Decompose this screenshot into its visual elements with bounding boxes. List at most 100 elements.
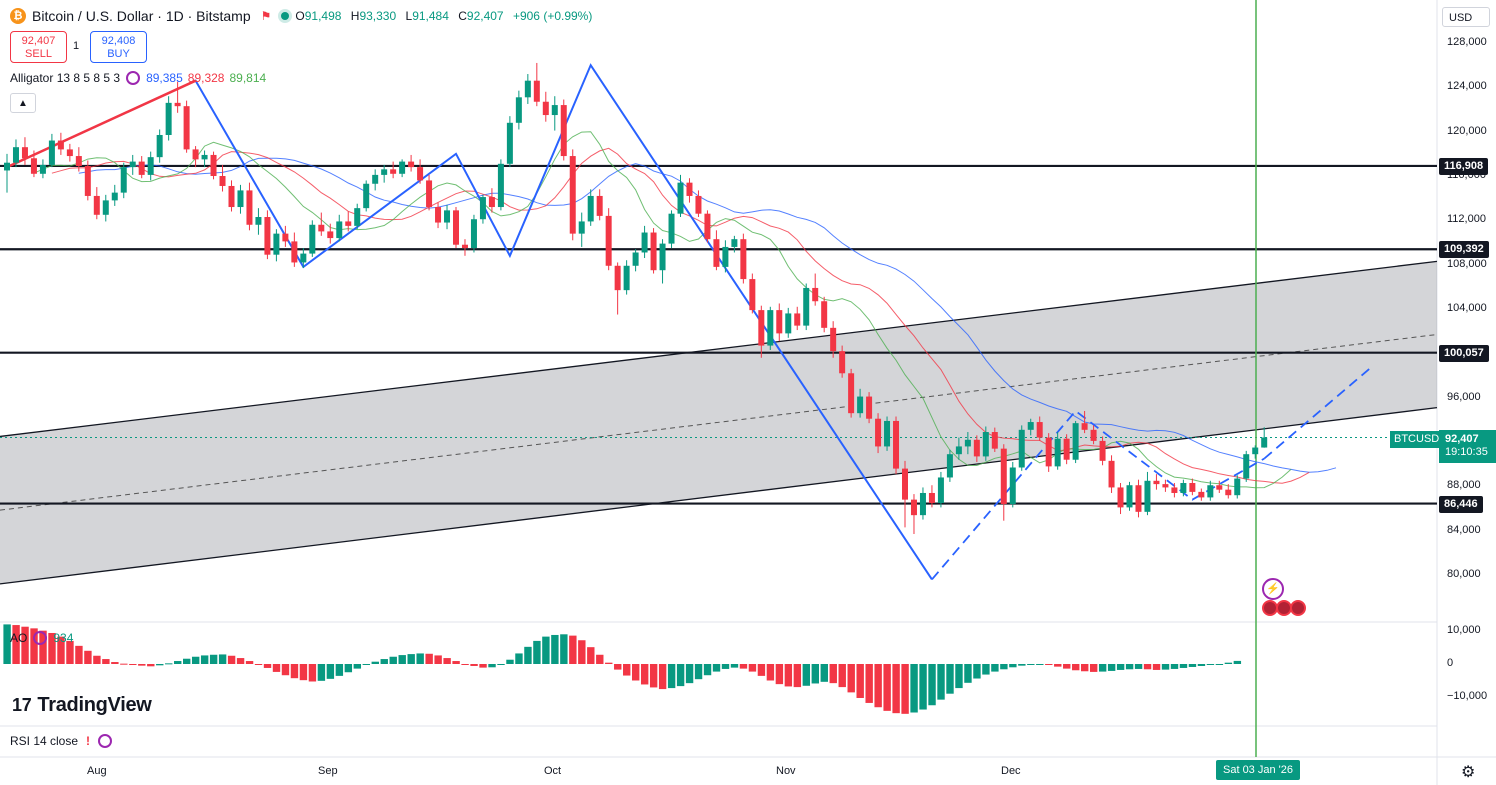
candle-body bbox=[668, 213, 675, 244]
candle-body bbox=[201, 154, 208, 160]
time-label: Sep bbox=[318, 765, 338, 777]
candle-body bbox=[677, 182, 684, 214]
ao-bar bbox=[371, 661, 379, 664]
candle-body bbox=[75, 156, 82, 167]
projection-dashed-line bbox=[931, 409, 1265, 581]
ao-bar bbox=[156, 664, 164, 666]
candle-body bbox=[713, 239, 720, 267]
candle-body bbox=[632, 252, 639, 266]
candle-body bbox=[830, 327, 837, 352]
indicator-settings-icon[interactable] bbox=[98, 734, 113, 748]
ao-bar bbox=[254, 664, 263, 665]
candle-body bbox=[794, 313, 801, 326]
buy-button[interactable]: 92,408 BUY bbox=[90, 31, 147, 63]
symbol-title[interactable]: Bitcoin / U.S. Dollar · 1D · Bitstamp bbox=[32, 8, 251, 24]
candle-body bbox=[174, 102, 181, 107]
level-price-label: 116,908 bbox=[1439, 157, 1489, 175]
candle-body bbox=[982, 432, 989, 457]
ao-bar bbox=[1054, 664, 1062, 667]
ao-bar bbox=[1188, 664, 1197, 667]
ao-bar bbox=[910, 664, 918, 713]
candle-body bbox=[578, 221, 585, 234]
ao-bar bbox=[964, 664, 972, 683]
ao-bar bbox=[542, 636, 550, 664]
sell-button[interactable]: 92,407 SELL bbox=[10, 31, 67, 63]
candle-body bbox=[237, 190, 244, 208]
candle-body bbox=[973, 439, 980, 457]
symbol-header[interactable]: ₿ Bitcoin / U.S. Dollar · 1D · Bitstamp … bbox=[10, 6, 598, 26]
candle-body bbox=[803, 287, 810, 326]
ao-bar bbox=[811, 664, 819, 684]
ao-bar bbox=[470, 664, 478, 666]
tradingview-logo[interactable]: 17 TradingView bbox=[12, 694, 152, 717]
indicator-settings-icon[interactable] bbox=[33, 631, 48, 645]
candle-body bbox=[1108, 460, 1115, 488]
ao-bar bbox=[183, 658, 191, 664]
level-price-label: 100,057 bbox=[1439, 344, 1489, 362]
ao-bar bbox=[218, 654, 227, 664]
candle-body bbox=[596, 195, 603, 216]
candle-body bbox=[228, 185, 235, 208]
candle-body bbox=[453, 210, 459, 245]
ao-bar bbox=[57, 636, 65, 664]
us-flag-icon[interactable] bbox=[1290, 600, 1306, 616]
ao-bar bbox=[1045, 664, 1053, 665]
alligator-legend[interactable]: Alligator 13 8 5 8 5 3 89,385 89,328 89,… bbox=[10, 71, 266, 85]
ao-bar bbox=[407, 654, 415, 664]
ao-bar bbox=[640, 664, 649, 685]
ao-bar bbox=[1143, 664, 1152, 670]
ao-bar bbox=[569, 635, 577, 664]
ao-bar bbox=[928, 664, 936, 706]
candle-body bbox=[48, 140, 55, 165]
candle-body bbox=[300, 253, 307, 263]
ao-bar bbox=[129, 664, 137, 665]
ao-bar bbox=[1098, 664, 1107, 672]
candle-body bbox=[1261, 437, 1268, 448]
ao-legend[interactable]: AO 934 bbox=[10, 631, 73, 645]
ao-bar bbox=[712, 664, 721, 672]
ao-bar bbox=[1036, 664, 1044, 665]
candle-body bbox=[722, 246, 729, 267]
candle-body bbox=[1243, 454, 1250, 479]
ao-bar bbox=[263, 664, 272, 668]
economic-events[interactable] bbox=[1262, 600, 1306, 616]
event-icon[interactable]: ⚡ bbox=[1262, 578, 1284, 600]
ao-bar bbox=[245, 661, 254, 664]
rsi-legend[interactable]: RSI 14 close ! bbox=[10, 734, 113, 748]
ao-bar bbox=[1134, 664, 1143, 669]
indicator-settings-icon[interactable] bbox=[126, 71, 141, 85]
candle-body bbox=[866, 396, 873, 419]
rsi-label: RSI 14 close bbox=[10, 734, 79, 748]
candle-body bbox=[848, 373, 855, 414]
candle-body bbox=[1207, 485, 1214, 498]
symbol-price-tag: BTCUSD bbox=[1390, 431, 1444, 448]
candle-body bbox=[1234, 478, 1241, 496]
candle-body bbox=[219, 176, 226, 186]
candle-body bbox=[488, 197, 495, 208]
gear-icon[interactable]: ⚙ bbox=[1461, 764, 1476, 781]
candle-body bbox=[928, 492, 935, 503]
ao-bar bbox=[533, 640, 541, 664]
candle-body bbox=[785, 313, 792, 334]
ao-bar bbox=[497, 664, 505, 665]
candle-body bbox=[1153, 480, 1160, 485]
candle-body bbox=[102, 200, 109, 215]
collapse-legend-button[interactable]: ▲ bbox=[10, 93, 36, 113]
ao-bar bbox=[21, 626, 29, 664]
candle-body bbox=[1018, 429, 1025, 468]
ao-bar bbox=[66, 640, 74, 664]
price-tick-label: 120,000 bbox=[1447, 124, 1487, 137]
ao-bar bbox=[1063, 664, 1071, 669]
candle-body bbox=[1189, 483, 1196, 492]
currency-select[interactable]: USD bbox=[1442, 7, 1490, 27]
ao-bar bbox=[290, 664, 299, 679]
candle-body bbox=[560, 105, 567, 157]
warning-icon[interactable]: ! bbox=[86, 734, 91, 748]
candle-body bbox=[542, 101, 549, 116]
flag-icon[interactable]: ⚑ bbox=[260, 9, 272, 23]
ao-bar bbox=[443, 658, 451, 664]
ao-bar bbox=[344, 664, 353, 673]
brand-name: TradingView bbox=[37, 694, 152, 716]
candle-body bbox=[875, 418, 882, 447]
